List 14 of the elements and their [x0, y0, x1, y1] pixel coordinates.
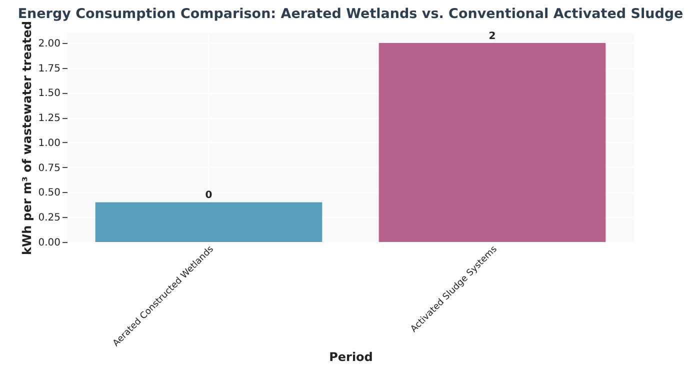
y-tick-label: 1.00: [38, 138, 60, 149]
y-tick-label: 0.00: [38, 238, 60, 248]
y-tick-label: 2.00: [38, 38, 60, 50]
y-tick-label: 1.25: [38, 113, 60, 124]
y-tick-label: 0.25: [38, 212, 60, 224]
data-label: 0: [205, 190, 212, 202]
y-tick-label: 1.50: [38, 88, 60, 100]
y-tick-label: 0.50: [38, 188, 60, 199]
y-tick-label: 1.75: [38, 63, 60, 74]
chart-title: Energy Consumption Comparison: Aerated Wetlands vs. Conventional Activated Sludge: [18, 6, 684, 22]
data-label: 2: [488, 30, 496, 42]
x-axis-title: Period: [329, 350, 373, 364]
y-axis-title: kWh per m³ of wastewater treated: [20, 20, 34, 256]
y-tick-label: 0.75: [38, 162, 60, 174]
